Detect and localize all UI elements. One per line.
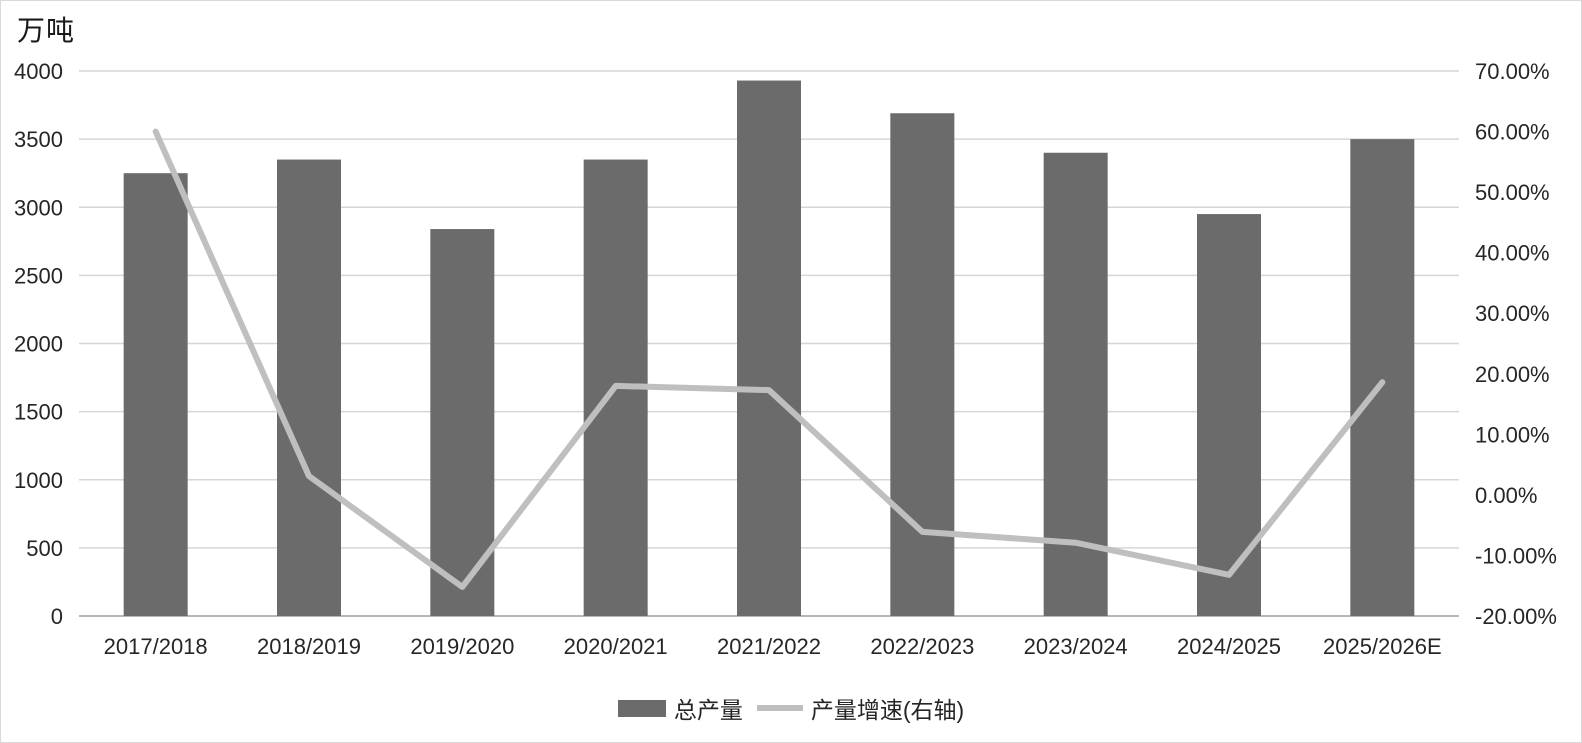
line-swatch-icon [756,705,803,711]
production-bar [737,80,801,617]
legend-label-growth: 产量增速(右轴) [810,697,965,723]
left-axis-tick-label: 3000 [14,195,63,220]
x-axis-category-label: 2021/2022 [717,634,821,659]
left-axis-tick-label: 1500 [14,400,63,425]
bar-swatch-icon [617,699,666,717]
production-bar [277,159,341,616]
right-axis-tick-label: 30.00% [1475,301,1550,326]
x-axis-category-label: 2023/2024 [1024,634,1128,659]
x-axis-category-label: 2019/2020 [410,634,514,659]
production-bar [123,173,188,616]
production-bar [890,113,955,617]
x-axis-category-label: 2018/2019 [257,634,361,659]
right-axis-tick-label: 10.00% [1475,422,1550,447]
right-axis-tick-label: 40.00% [1475,241,1550,266]
legend-label-production: 总产量 [673,697,743,723]
right-axis-tick-label: -20.00% [1475,604,1557,629]
x-axis-category-label: 2024/2025 [1177,634,1281,659]
x-axis-category-label: 2017/2018 [104,634,208,659]
right-axis-tick-label: 70.00% [1475,59,1550,84]
right-axis-tick-label: 0.00% [1475,483,1537,508]
production-bar [430,229,495,617]
x-axis-category-label: 2022/2023 [870,634,974,659]
production-bar [1350,139,1415,616]
legend: 总产量 产量增速(右轴) [1,691,1581,725]
right-axis-tick-label: 50.00% [1475,180,1550,205]
legend-item-growth: 产量增速(右轴) [756,691,965,725]
x-axis-category-label: 2025/2026E [1323,634,1442,659]
left-axis-tick-label: 3500 [14,127,63,152]
right-axis-tick-label: -10.00% [1475,543,1557,568]
left-axis-tick-label: 500 [26,536,63,561]
production-bar [1197,214,1261,616]
growth-rate-line [152,128,1386,590]
legend-item-production: 总产量 [617,691,743,725]
left-axis-tick-label: 2000 [14,332,63,357]
left-axis-tick-label: 4000 [14,59,63,84]
right-axis-tick-label: 20.00% [1475,362,1550,387]
left-axis-tick-label: 0 [51,604,63,629]
right-axis-tick-label: 60.00% [1475,120,1550,145]
x-axis-category-label: 2020/2021 [564,634,668,659]
y-axis-unit-label: 万吨 [17,15,76,46]
left-axis-tick-label: 2500 [14,263,63,288]
left-axis-tick-label: 1000 [14,468,63,493]
